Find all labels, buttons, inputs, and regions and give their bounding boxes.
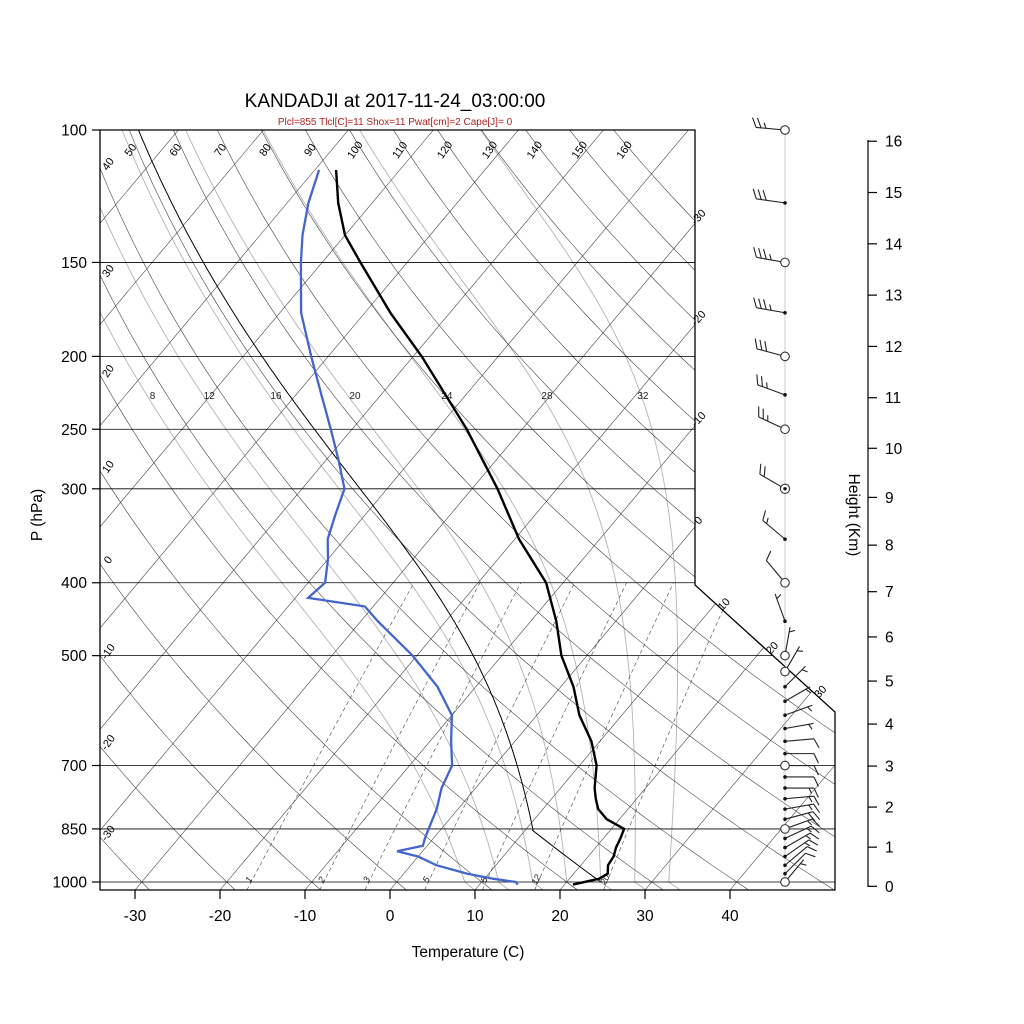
- dewpoint-curve: [299, 169, 519, 886]
- svg-text:6: 6: [885, 629, 894, 646]
- svg-text:32: 32: [637, 391, 649, 402]
- svg-text:150: 150: [61, 255, 87, 272]
- svg-text:0: 0: [692, 515, 705, 528]
- svg-text:16: 16: [270, 391, 282, 402]
- svg-text:12: 12: [885, 339, 902, 356]
- isotherms: [100, 130, 835, 890]
- svg-text:-20: -20: [689, 309, 709, 329]
- svg-text:30: 30: [100, 263, 117, 280]
- svg-text:20: 20: [349, 391, 361, 402]
- svg-text:10: 10: [466, 908, 484, 925]
- svg-text:700: 700: [61, 758, 87, 775]
- plot-outline: [99, 129, 836, 891]
- svg-text:-10: -10: [689, 410, 709, 430]
- svg-text:30: 30: [812, 684, 829, 701]
- svg-text:2: 2: [315, 875, 327, 885]
- svg-text:-20: -20: [209, 908, 232, 925]
- svg-text:20: 20: [764, 640, 781, 657]
- svg-text:100: 100: [345, 139, 365, 161]
- svg-text:40: 40: [721, 908, 739, 925]
- temperature-axis-label: Temperature (C): [412, 944, 525, 961]
- svg-text:0: 0: [102, 554, 115, 566]
- svg-text:28: 28: [541, 391, 553, 402]
- svg-text:10: 10: [885, 441, 903, 458]
- height-axis-label: Height (Km): [845, 474, 862, 557]
- svg-text:7: 7: [885, 584, 894, 601]
- wind-barbs: [751, 117, 821, 887]
- svg-text:90: 90: [302, 142, 319, 159]
- svg-text:9: 9: [885, 490, 894, 507]
- svg-text:14: 14: [885, 236, 903, 253]
- svg-text:-10: -10: [99, 642, 118, 662]
- svg-text:3: 3: [885, 759, 894, 776]
- svg-text:-30: -30: [689, 207, 709, 227]
- svg-text:850: 850: [61, 821, 87, 838]
- svg-text:10: 10: [716, 596, 733, 613]
- svg-text:500: 500: [61, 648, 87, 665]
- svg-text:120: 120: [435, 139, 455, 161]
- svg-text:60: 60: [168, 142, 185, 159]
- svg-text:100: 100: [61, 123, 87, 140]
- svg-text:15: 15: [885, 185, 902, 202]
- svg-text:200: 200: [61, 349, 87, 366]
- svg-text:12: 12: [204, 391, 216, 402]
- svg-text:2: 2: [885, 800, 894, 817]
- svg-text:1: 1: [243, 875, 254, 884]
- svg-text:1: 1: [885, 840, 894, 857]
- svg-text:20: 20: [551, 908, 569, 925]
- svg-text:0: 0: [885, 879, 894, 896]
- svg-text:160: 160: [615, 139, 635, 161]
- svg-text:140: 140: [525, 139, 545, 161]
- svg-text:400: 400: [61, 575, 87, 592]
- mixing-ratio-lines: [246, 582, 736, 890]
- svg-text:5: 5: [421, 874, 433, 884]
- svg-text:130: 130: [480, 139, 500, 161]
- chart-subtitle: Plcl=855 Tlcl[C]=11 Shox=11 Pwat[cm]=2 C…: [278, 117, 513, 128]
- svg-text:-10: -10: [294, 908, 317, 925]
- svg-text:3: 3: [361, 875, 372, 884]
- pressure-axis-label: P (hPa): [29, 489, 46, 541]
- svg-text:8: 8: [150, 391, 156, 402]
- svg-text:50: 50: [123, 142, 140, 159]
- svg-text:80: 80: [257, 142, 274, 159]
- isobars: [100, 129, 835, 883]
- svg-text:300: 300: [61, 481, 87, 498]
- svg-text:8: 8: [478, 875, 489, 884]
- svg-text:5: 5: [885, 674, 894, 691]
- svg-text:40: 40: [100, 156, 117, 173]
- svg-text:250: 250: [61, 422, 87, 439]
- svg-text:-20: -20: [99, 733, 118, 753]
- svg-text:10: 10: [100, 459, 117, 476]
- svg-text:-30: -30: [124, 908, 147, 925]
- svg-text:8: 8: [885, 538, 894, 555]
- svg-text:70: 70: [212, 142, 229, 159]
- svg-text:150: 150: [570, 139, 590, 161]
- svg-text:-30: -30: [99, 824, 118, 844]
- svg-text:16: 16: [885, 134, 902, 151]
- parcel-curve: [137, 130, 601, 883]
- svg-text:110: 110: [390, 140, 410, 161]
- chart-title: KANDADJI at 2017-11-24_03:00:00: [245, 91, 546, 112]
- svg-text:0: 0: [386, 908, 395, 925]
- temperature-curve: [334, 169, 626, 886]
- svg-text:13: 13: [885, 288, 902, 305]
- moist-adiabats: [100, 130, 681, 890]
- svg-text:12: 12: [529, 873, 543, 887]
- svg-text:4: 4: [885, 717, 894, 734]
- grid-labels: -30 -20 -10 0 10 20 30 -30 -20 -10 0 10 20 30 40 50 60 70…: [99, 139, 829, 887]
- svg-text:1000: 1000: [53, 875, 88, 892]
- svg-text:30: 30: [636, 908, 654, 925]
- svg-text:11: 11: [885, 390, 901, 407]
- svg-text:20: 20: [100, 363, 117, 380]
